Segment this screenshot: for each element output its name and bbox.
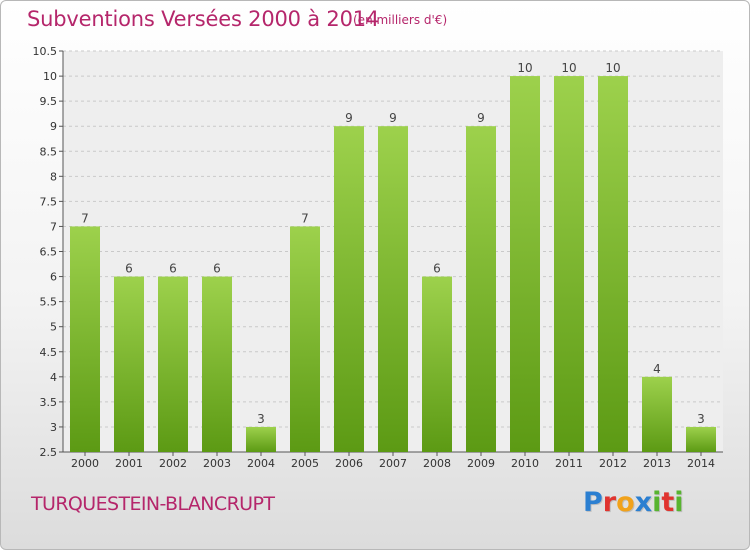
data-label: 3: [257, 412, 265, 426]
y-tick-label: 5: [50, 321, 57, 334]
y-tick-label: 7.5: [40, 195, 58, 208]
x-tick-label: 2003: [203, 457, 231, 470]
data-label: 6: [433, 262, 441, 276]
bar: [510, 76, 540, 452]
bar: [466, 126, 496, 452]
y-tick-label: 6.5: [40, 246, 58, 259]
data-label: 6: [125, 262, 133, 276]
y-tick-label: 8: [50, 170, 57, 183]
y-tick-label: 9: [50, 120, 57, 133]
commune-name: TURQUESTEIN-BLANCRUPT: [31, 493, 275, 515]
chart-title: Subventions Versées 2000 à 2014: [27, 7, 380, 31]
y-tick-label: 6: [50, 271, 57, 284]
logo-letter: o: [616, 487, 635, 518]
logo-letter: x: [634, 487, 653, 518]
bar: [202, 276, 232, 452]
y-tick-label: 10.5: [33, 45, 58, 58]
data-label: 10: [517, 61, 532, 75]
bar: [554, 76, 584, 452]
data-label: 7: [81, 211, 89, 225]
x-tick-label: 2013: [643, 457, 671, 470]
y-tick-label: 7: [50, 220, 57, 233]
y-tick-label: 3.5: [40, 396, 58, 409]
data-label: 4: [653, 362, 661, 376]
data-label: 3: [697, 412, 705, 426]
data-label: 9: [477, 111, 485, 125]
data-label: 10: [605, 61, 620, 75]
data-label: 7: [301, 211, 309, 225]
x-tick-label: 2005: [291, 457, 319, 470]
bar: [70, 226, 100, 452]
bar: [642, 376, 672, 452]
data-label: 6: [169, 262, 177, 276]
y-tick-label: 9.5: [40, 95, 58, 108]
proxiti-logo: Proxiti: [583, 487, 684, 518]
bar: [686, 426, 716, 452]
logo-letter: P: [583, 487, 603, 518]
y-tick-label: 4: [50, 371, 57, 384]
chart-subtitle: (en milliers d'€): [353, 13, 448, 27]
y-tick-label: 8.5: [40, 145, 58, 158]
bar: [378, 126, 408, 452]
x-tick-label: 2009: [467, 457, 495, 470]
logo-letter: r: [602, 487, 617, 518]
bar: [290, 226, 320, 452]
x-tick-label: 2004: [247, 457, 275, 470]
data-label: 10: [561, 61, 576, 75]
y-tick-label: 2.5: [40, 446, 58, 459]
bar: [158, 276, 188, 452]
x-tick-label: 2002: [159, 457, 187, 470]
y-tick-label: 4.5: [40, 346, 58, 359]
x-tick-label: 2007: [379, 457, 407, 470]
y-tick-label: 10: [43, 70, 57, 83]
bar: [598, 76, 628, 452]
data-label: 9: [389, 111, 397, 125]
bar: [246, 426, 276, 452]
x-tick-label: 2008: [423, 457, 451, 470]
bar: [334, 126, 364, 452]
x-tick-label: 2011: [555, 457, 583, 470]
logo-letter: t: [661, 487, 675, 518]
x-tick-label: 2012: [599, 457, 627, 470]
x-tick-label: 2010: [511, 457, 539, 470]
data-label: 9: [345, 111, 353, 125]
bar: [422, 276, 452, 452]
logo-letter: i: [652, 487, 662, 518]
data-label: 6: [213, 262, 221, 276]
x-tick-label: 2014: [687, 457, 715, 470]
y-tick-label: 3: [50, 421, 57, 434]
x-tick-label: 2001: [115, 457, 143, 470]
x-tick-label: 2006: [335, 457, 363, 470]
bar: [114, 276, 144, 452]
logo-letter: i: [674, 487, 684, 518]
y-tick-label: 5.5: [40, 296, 58, 309]
x-tick-label: 2000: [71, 457, 99, 470]
